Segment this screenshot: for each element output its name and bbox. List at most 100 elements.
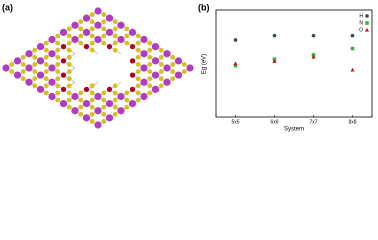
atom: [112, 26, 118, 32]
atom: [147, 83, 153, 89]
atom: [60, 58, 67, 64]
point: [365, 14, 369, 18]
atom: [112, 19, 118, 25]
atom: [32, 54, 38, 60]
atom: [158, 62, 164, 67]
atom: [112, 33, 118, 39]
atom: [66, 97, 72, 103]
atom: [170, 69, 176, 74]
atom: [124, 33, 130, 39]
atom: [59, 28, 68, 36]
atom: [43, 54, 49, 60]
atom: [66, 90, 72, 96]
atom: [147, 90, 153, 96]
atom: [66, 40, 72, 46]
atom: [71, 35, 79, 44]
atom: [32, 69, 38, 74]
atom: [25, 64, 33, 72]
atom: [32, 83, 38, 89]
atom: [94, 7, 102, 15]
atom: [147, 76, 153, 82]
atom: [89, 97, 95, 103]
x-tick-label: 7x7: [309, 119, 317, 125]
atom: [89, 104, 95, 110]
atom: [89, 119, 95, 124]
atom: [101, 90, 107, 96]
atom: [43, 90, 49, 96]
atom: [43, 76, 49, 82]
atom: [117, 92, 125, 101]
atom: [60, 86, 67, 92]
atom: [55, 47, 61, 53]
atom: [170, 62, 176, 67]
atom: [135, 33, 141, 39]
atom: [32, 76, 38, 82]
atom: [71, 21, 79, 29]
atom: [89, 40, 95, 46]
atom: [135, 83, 141, 89]
atom: [105, 28, 114, 36]
atom: [124, 40, 130, 46]
point: [272, 33, 277, 38]
atom: [163, 78, 171, 86]
atom: [36, 85, 45, 93]
atom: [20, 69, 26, 74]
figure: (a) (b) System Eg (eV) 5x5 6x6 7x7 8x8 HNO: [2, 2, 373, 133]
atom: [25, 50, 33, 58]
atom: [9, 62, 15, 67]
panel-label: (a): [2, 2, 13, 12]
atom: [135, 54, 141, 60]
atom: [170, 54, 176, 60]
atom: [117, 107, 125, 115]
atom: [101, 12, 107, 17]
atom: [66, 104, 72, 110]
point: [233, 38, 238, 42]
atom: [135, 69, 141, 74]
atom: [101, 111, 107, 117]
atom: [66, 47, 72, 53]
atom: [55, 54, 61, 60]
atom: [36, 43, 45, 51]
atom: [36, 71, 45, 79]
atom: [48, 35, 56, 44]
point: [233, 63, 238, 68]
atom: [151, 57, 160, 65]
atom: [112, 47, 118, 53]
atom: [43, 47, 49, 53]
atom: [94, 21, 102, 29]
atom: [174, 57, 183, 65]
legend-label: O: [359, 27, 363, 33]
atom: [36, 57, 45, 65]
y-axis-label: Eg (eV): [202, 54, 208, 74]
atom: [158, 69, 164, 74]
point: [311, 54, 316, 59]
atom: [106, 44, 113, 50]
atom: [151, 43, 160, 51]
atom: [13, 71, 22, 79]
atom: [158, 47, 164, 53]
atom: [129, 44, 136, 50]
atom: [135, 76, 141, 82]
atom: [55, 90, 61, 96]
atom: [20, 62, 26, 67]
atom: [140, 78, 148, 86]
atom: [147, 62, 153, 67]
atom: [112, 97, 118, 103]
atom: [186, 64, 194, 72]
atom: [147, 69, 153, 74]
atom: [128, 28, 137, 36]
atom: [43, 40, 49, 46]
atom: [94, 35, 102, 44]
atom: [82, 100, 91, 108]
atom: [48, 92, 56, 101]
atom: [71, 107, 79, 115]
atom: [101, 119, 107, 124]
atom: [32, 62, 38, 67]
atom: [140, 64, 148, 72]
atom: [55, 83, 61, 89]
atom: [151, 85, 160, 93]
point: [233, 61, 238, 66]
atom: [78, 33, 84, 39]
atom: [94, 121, 102, 129]
atom: [147, 40, 153, 46]
